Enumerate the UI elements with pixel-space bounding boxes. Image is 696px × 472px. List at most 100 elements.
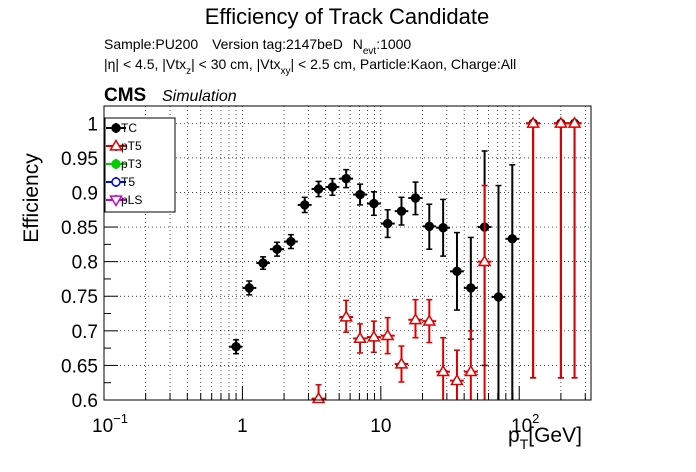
pt5-point xyxy=(526,116,540,379)
legend-tc-label: TC xyxy=(121,121,137,135)
x-tick-label-exponent: −1 xyxy=(113,411,128,426)
legend-pls-marker xyxy=(109,195,123,207)
tc-marker xyxy=(355,189,365,200)
subtitle-sample: Sample:PU200 xyxy=(104,36,198,52)
subtitle-particle: | < 2.5 cm, Particle:Kaon, Charge:All xyxy=(290,56,516,72)
tc-marker xyxy=(300,200,310,210)
tc-point xyxy=(311,180,326,198)
y-tick-label: 0.75 xyxy=(61,287,98,308)
pt5-marker xyxy=(367,330,381,342)
pt5-point xyxy=(422,298,437,344)
pt5-point xyxy=(394,345,409,383)
pt5-point xyxy=(463,330,478,400)
y-tick-label: 0.6 xyxy=(72,391,98,412)
x-tick-label-base: 1 xyxy=(237,416,248,437)
legend: TC pT5 pT3 T5 pLS xyxy=(104,117,176,213)
tc-marker xyxy=(231,342,241,352)
pt5-marker xyxy=(464,364,478,377)
tc-marker xyxy=(286,236,296,247)
pt5-point xyxy=(339,299,354,333)
tc-point xyxy=(491,184,506,400)
pt5-marker xyxy=(353,331,367,344)
tc-point xyxy=(366,191,381,217)
tc-marker xyxy=(341,173,351,184)
x-tick-label-base: 10 xyxy=(92,416,113,437)
tc-marker xyxy=(313,184,324,194)
legend-pt3-marker xyxy=(111,159,121,169)
grid-lines xyxy=(103,106,591,401)
x-tick-label: 1 xyxy=(237,416,248,437)
tc-marker xyxy=(396,206,407,216)
pt5-marker xyxy=(339,310,353,322)
x-tick-label-base: 10 xyxy=(370,416,391,437)
y-tick-label: 0.85 xyxy=(61,218,98,239)
pt5-marker xyxy=(436,364,450,377)
tc-point xyxy=(408,181,423,216)
subtitle-nevt: N xyxy=(353,36,363,52)
tc-point xyxy=(325,177,340,196)
pt5-marker xyxy=(567,116,582,128)
tc-point xyxy=(394,196,409,226)
tc-point xyxy=(256,256,270,271)
pt5-point xyxy=(408,298,423,339)
x-tick-label-base: 10 xyxy=(511,416,532,437)
simulation-label: Simulation xyxy=(162,88,237,105)
subtitle-vtx-xy-sub: xy xyxy=(280,66,290,77)
pt5-point xyxy=(567,116,582,379)
y-tick-label: 0.65 xyxy=(61,356,98,377)
plot-frame xyxy=(103,105,592,401)
pt5-marker xyxy=(380,328,395,341)
tc-marker xyxy=(272,244,282,254)
y-tick-label: 0.9 xyxy=(72,183,98,204)
pt5-point xyxy=(449,349,464,400)
tc-marker xyxy=(507,234,517,244)
tc-point xyxy=(228,339,243,355)
pt5-marker xyxy=(554,116,568,128)
tc-marker xyxy=(438,223,448,233)
pt5-point xyxy=(436,336,450,400)
x-tick-label: 102 xyxy=(511,411,539,437)
pt5-marker xyxy=(526,116,540,128)
x-axis-label-sub: T xyxy=(520,436,529,452)
tc-point xyxy=(422,203,437,250)
pt5-point xyxy=(553,116,568,379)
tc-point xyxy=(339,168,354,189)
subtitle-eta-cut: |η| < 4.5, |Vtx xyxy=(104,56,186,72)
tc-point xyxy=(353,183,367,206)
pt5-point xyxy=(477,184,492,400)
tc-marker xyxy=(452,266,462,277)
pt5-point xyxy=(353,323,367,354)
x-axis-label-p: p xyxy=(508,424,520,447)
y-tick-label: 1 xyxy=(87,114,98,135)
subtitle-vtx-cut: | < 30 cm, |Vtx xyxy=(191,56,280,72)
pt5-marker xyxy=(477,254,492,267)
x-tick-label-exponent: 2 xyxy=(532,411,539,426)
legend-t5-label: T5 xyxy=(121,175,135,189)
cms-label: CMS xyxy=(104,85,146,106)
y-axis-label: Efficiency xyxy=(20,153,43,243)
tc-point xyxy=(449,231,464,311)
tc-marker xyxy=(493,292,504,302)
y-tick-label: 0.95 xyxy=(61,149,98,170)
tc-marker xyxy=(424,221,434,232)
tc-point xyxy=(297,196,312,214)
tc-point xyxy=(284,233,298,250)
legend-pt5-label: pT5 xyxy=(121,139,142,153)
subtitle-vtx-z-sub: z xyxy=(186,66,191,77)
legend-t5-marker xyxy=(111,177,121,187)
x-tick-labels: 10−1 1 10 102 xyxy=(92,411,539,437)
legend-pt5-marker xyxy=(109,139,123,151)
data-series xyxy=(228,116,582,404)
tc-point xyxy=(463,236,478,340)
legend-pls-label: pLS xyxy=(121,193,142,207)
subtitle-line-2: |η| < 4.5, |Vtxz| < 30 cm, |Vtxxy| < 2.5… xyxy=(104,56,516,77)
pt5-point xyxy=(366,320,381,354)
tc-marker xyxy=(258,258,268,268)
pt5-marker xyxy=(408,312,423,325)
pt5-marker xyxy=(394,357,409,369)
x-axis-label: pT[GeV] xyxy=(508,424,582,452)
x-axis-label-unit: [GeV] xyxy=(528,424,582,447)
subtitle-version: Version tag:2147beD xyxy=(212,36,343,52)
pt5-marker xyxy=(450,373,464,386)
